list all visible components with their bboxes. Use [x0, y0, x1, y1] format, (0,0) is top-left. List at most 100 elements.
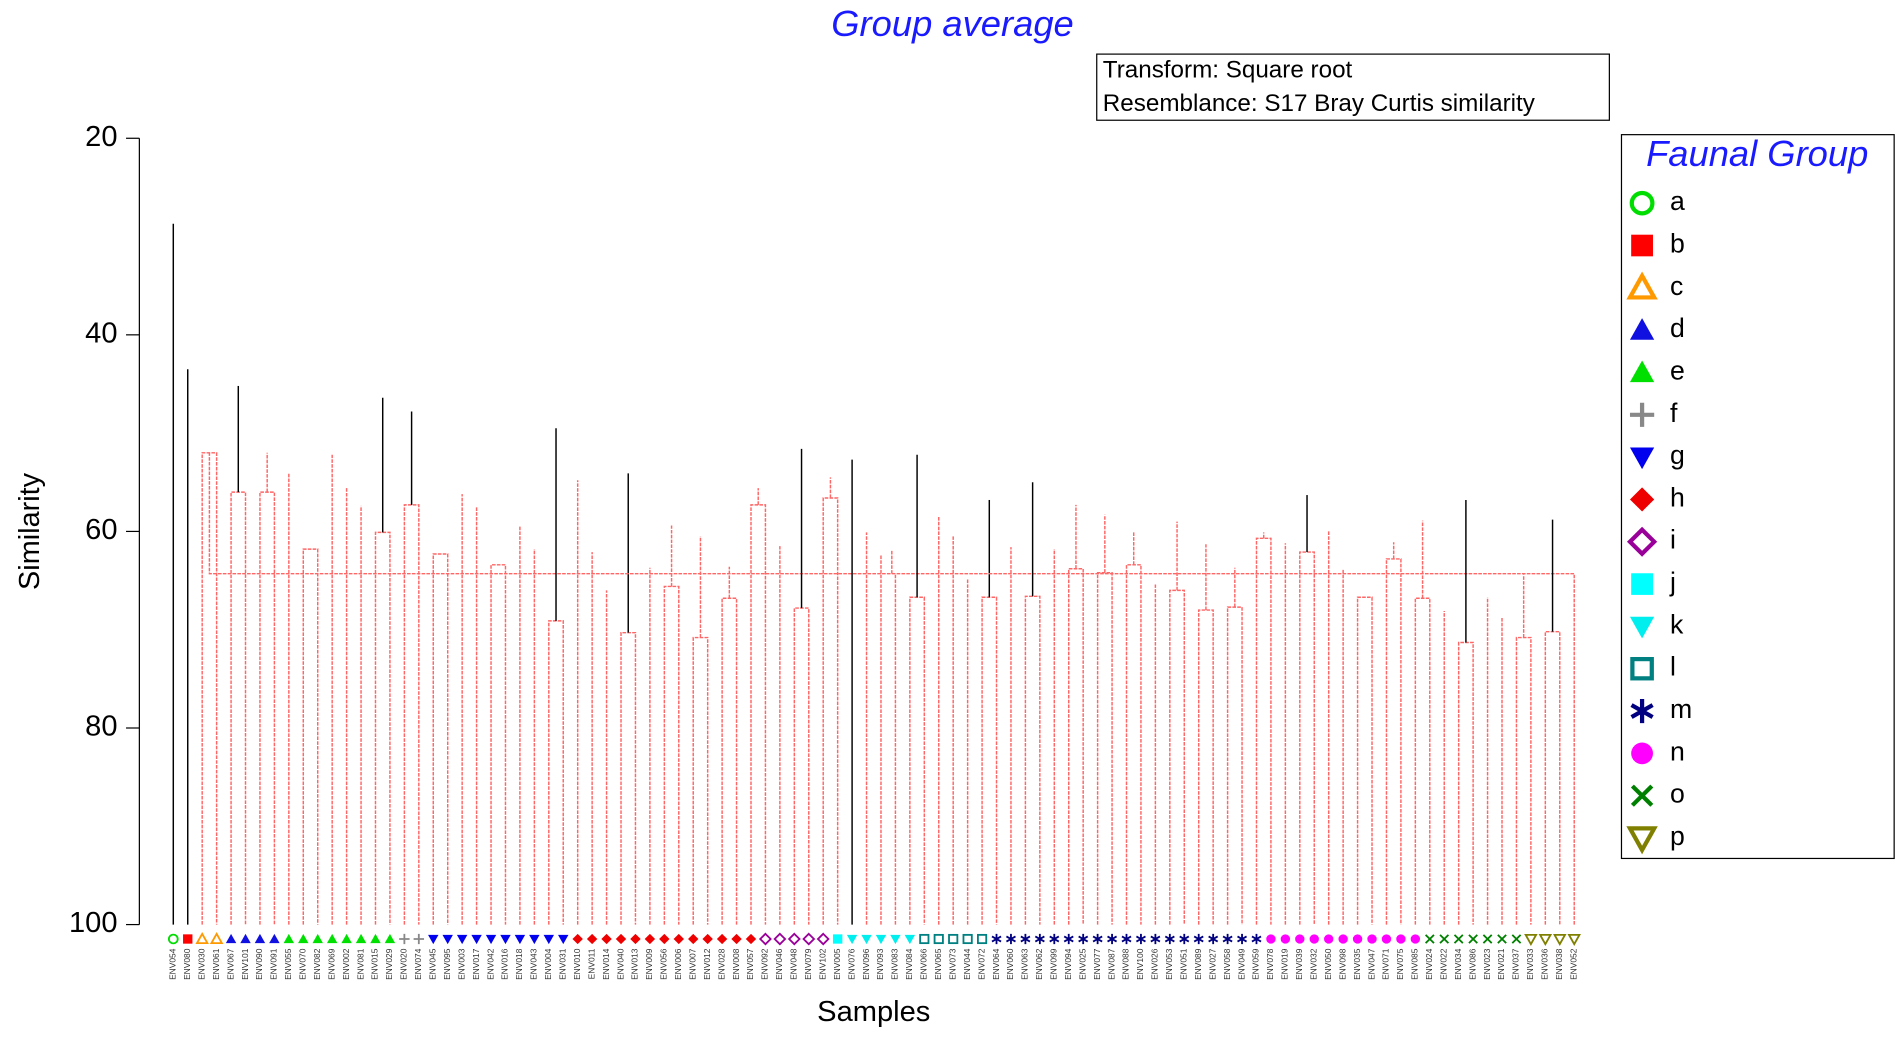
leaf-label: ENV015 — [370, 948, 380, 980]
leaf-label: ENV069 — [326, 948, 336, 980]
leaf-label: ENV002 — [341, 948, 351, 980]
leaf-label: ENV034 — [1453, 948, 1463, 980]
dendrogram-link — [259, 491, 276, 925]
symbol-shape — [1439, 934, 1450, 944]
symbol-shape — [529, 934, 540, 945]
symbol-shape — [1631, 234, 1653, 257]
dendrogram-link — [1414, 597, 1431, 925]
symbol-shape — [1005, 933, 1016, 945]
dendrogram-link — [302, 548, 319, 925]
leaf-label: ENV072 — [976, 948, 986, 980]
dendrogram-link — [1096, 571, 1113, 925]
leaf-marker — [485, 934, 497, 945]
leaf-marker — [802, 932, 816, 946]
leaf-marker — [1208, 933, 1219, 945]
legend-symbol — [1630, 699, 1654, 724]
symbol-shape — [1107, 933, 1118, 945]
leaf-label: ENV059 — [1251, 948, 1261, 980]
leaf-marker — [428, 934, 439, 945]
dendrogram-link — [1197, 609, 1214, 925]
symbol-shape — [890, 934, 901, 945]
leaf-label: ENV021 — [1496, 948, 1506, 980]
leaf-marker — [1092, 933, 1103, 945]
leaf-marker — [1020, 933, 1031, 945]
symbol-shape — [1468, 934, 1478, 944]
leaf-marker — [384, 933, 396, 944]
leaf-label: ENV043 — [529, 948, 539, 980]
leaf-marker — [1295, 934, 1305, 944]
leaf-label: ENV102 — [817, 948, 827, 980]
leaf-marker — [702, 933, 713, 945]
leaf-marker — [1251, 933, 1262, 945]
symbol-shape — [1150, 933, 1161, 945]
leaf-label: ENV006 — [673, 948, 683, 980]
leaf-marker — [731, 933, 742, 945]
symbol-shape — [1295, 934, 1305, 944]
dendrogram-link — [721, 597, 738, 925]
legend-label: g — [1670, 440, 1685, 470]
legend-symbol — [1629, 360, 1655, 383]
symbol-shape — [1208, 933, 1219, 945]
leaf-marker — [399, 933, 410, 945]
legend-symbol — [1629, 318, 1655, 340]
y-tick-label: 60 — [85, 514, 117, 546]
legend-label: j — [1669, 567, 1676, 597]
leaf-marker — [456, 934, 468, 945]
symbol-shape — [702, 933, 713, 945]
symbol-shape — [514, 934, 526, 945]
leaf-marker — [673, 933, 684, 945]
leaf-marker — [1266, 934, 1276, 944]
legend-label: p — [1670, 821, 1685, 851]
symbol-shape — [1121, 933, 1132, 945]
symbol-shape — [1629, 190, 1655, 216]
leaf-marker — [298, 933, 309, 944]
symbol-shape — [758, 932, 772, 946]
leaf-marker — [572, 933, 583, 945]
symbol-shape — [1629, 616, 1655, 639]
leaf-marker — [919, 933, 930, 945]
leaf-marker — [1482, 934, 1493, 944]
symbol-shape — [254, 933, 266, 944]
symbol-shape — [1626, 826, 1658, 855]
leaf-marker — [659, 933, 670, 945]
dendrogram-link — [909, 596, 926, 925]
leaf-marker — [1453, 934, 1464, 944]
leaf-marker — [1034, 933, 1045, 945]
leaf-marker — [1005, 933, 1016, 945]
symbol-shape — [716, 933, 728, 945]
dendrogram-link — [432, 553, 449, 925]
leaf-marker — [167, 933, 179, 945]
legend-label: i — [1670, 525, 1676, 555]
symbol-shape — [1193, 933, 1204, 945]
leaf-label: ENV067 — [225, 948, 235, 980]
symbol-shape — [1567, 933, 1581, 947]
leaf-marker — [586, 933, 598, 945]
leaf-label: ENV014 — [601, 948, 611, 980]
leaf-label: ENV048 — [789, 948, 799, 980]
leaf-label: ENV090 — [254, 948, 264, 980]
leaf-marker — [209, 931, 224, 945]
symbol-shape — [456, 934, 468, 945]
symbol-shape — [904, 934, 916, 945]
symbol-shape — [1063, 933, 1074, 945]
leaf-label: ENV074 — [413, 948, 423, 980]
legend-symbol — [1626, 826, 1658, 855]
symbol-shape — [1631, 573, 1653, 595]
dendrogram-link — [793, 607, 810, 925]
leaf-label: ENV080 — [182, 948, 192, 980]
symbol-shape — [240, 933, 251, 944]
symbol-shape — [1453, 934, 1464, 944]
symbol-shape — [1367, 934, 1377, 944]
symbol-shape — [1524, 933, 1538, 947]
symbol-shape — [919, 933, 930, 945]
leaf-label: ENV013 — [630, 948, 640, 980]
legend-label: d — [1670, 313, 1685, 343]
leaf-marker — [1524, 933, 1538, 947]
symbol-shape — [341, 933, 352, 944]
leaf-marker — [254, 933, 266, 944]
legend-label: c — [1670, 271, 1683, 301]
leaf-label: ENV093 — [875, 948, 885, 980]
symbol-shape — [615, 933, 627, 945]
leaf-label: ENV092 — [760, 948, 770, 980]
symbol-shape — [933, 933, 944, 945]
